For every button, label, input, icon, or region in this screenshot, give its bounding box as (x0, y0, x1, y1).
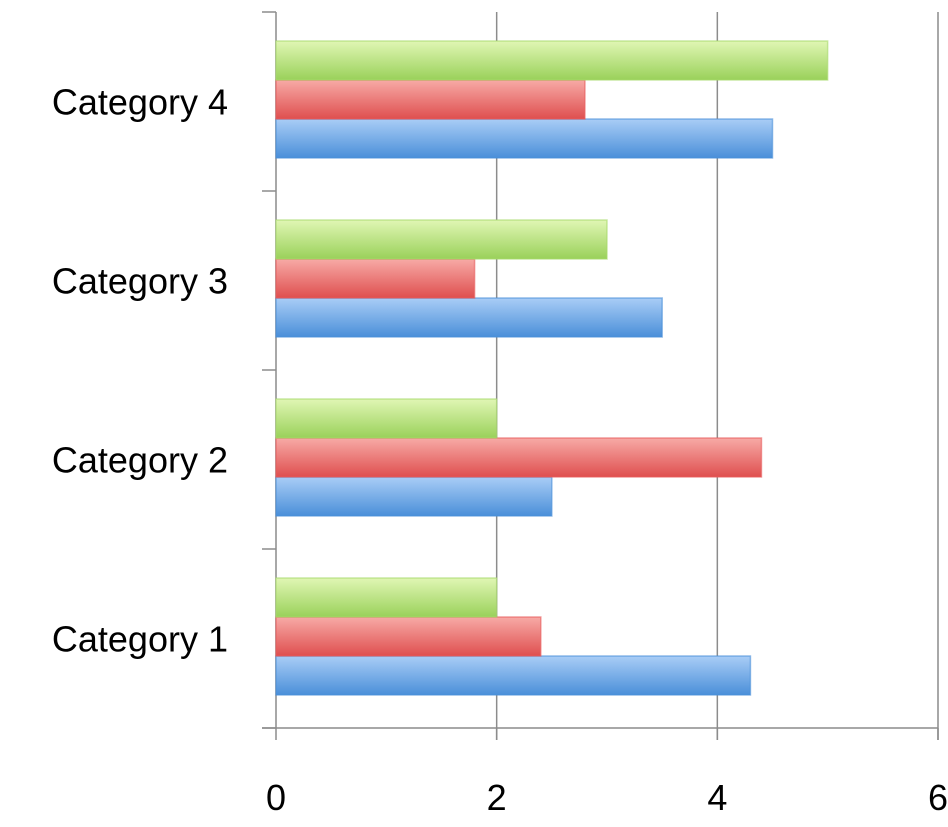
bar-4-series-2 (275, 79, 586, 120)
category-label-2: Category 2 (52, 440, 228, 481)
x-tick-label-1: 2 (487, 777, 507, 818)
labels: 0 2 4 6 Category 1 Category 2 Category 3 Catego… (52, 82, 948, 819)
x-tick-label-3: 6 (928, 777, 948, 818)
bars (275, 40, 829, 696)
bar-2-series-1 (275, 476, 553, 517)
bar-4-series-1 (275, 118, 774, 159)
x-tick-label-2: 4 (707, 777, 727, 818)
bar-3-series-2 (275, 258, 476, 299)
bar-1-series-3 (275, 577, 498, 618)
bar-3-series-3 (275, 219, 608, 260)
bar-2-series-2 (275, 437, 763, 478)
bar-1-series-2 (275, 616, 542, 657)
category-label-3: Category 3 (52, 261, 228, 302)
bar-1-series-1 (275, 655, 752, 696)
bar-3-series-1 (275, 297, 663, 338)
bar-4-series-3 (275, 40, 829, 81)
category-label-1: Category 1 (52, 619, 228, 660)
x-tick-label-0: 0 (266, 777, 286, 818)
category-label-4: Category 4 (52, 82, 228, 123)
bar-2-series-3 (275, 398, 498, 439)
